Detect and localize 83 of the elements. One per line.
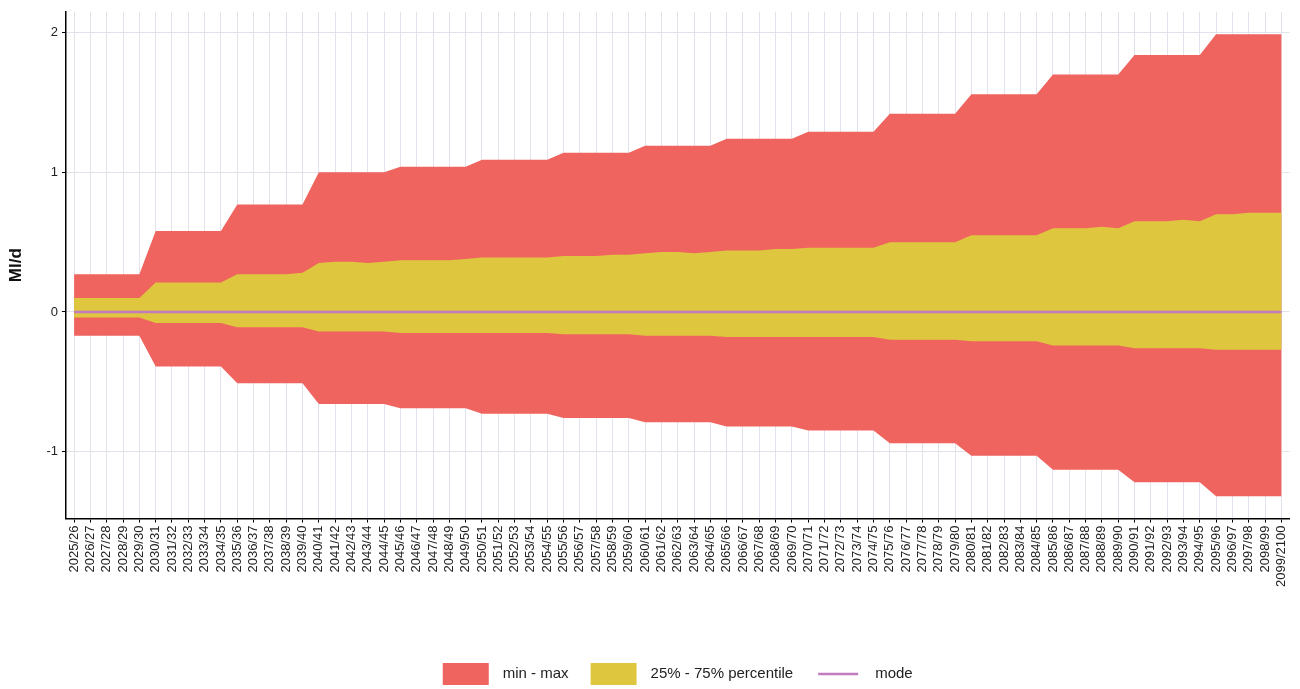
- x-tick-label: 2076/77: [897, 525, 913, 573]
- x-tick-label: 2084/85: [1028, 525, 1044, 573]
- x-tick-label: 2051/52: [489, 525, 505, 573]
- x-tick-label: 2031/32: [163, 525, 179, 573]
- x-tick-label: 2032/33: [179, 525, 195, 573]
- x-tick-label: 2033/34: [196, 525, 212, 573]
- x-tick-label: 2096/97: [1223, 525, 1239, 573]
- y-tick-label: -1: [46, 443, 58, 459]
- x-tick-label: 2072/73: [832, 525, 848, 573]
- x-tick-label: 2030/31: [147, 525, 163, 573]
- x-tick-label: 2053/54: [522, 525, 538, 573]
- x-tick-label: 2038/39: [277, 525, 293, 573]
- x-tick-label: 2064/65: [701, 525, 717, 573]
- x-tick-label: 2079/80: [946, 525, 962, 573]
- x-tick-label: 2034/35: [212, 525, 228, 573]
- x-tick-label: 2077/78: [914, 525, 930, 573]
- x-tick-label: 2045/46: [391, 525, 407, 573]
- x-tick-label: 2063/64: [685, 525, 701, 573]
- y-tick-label: 0: [50, 303, 58, 319]
- legend-label: mode: [875, 664, 913, 682]
- x-tick-label: 2057/58: [587, 525, 603, 573]
- x-tick-label: 2027/28: [98, 525, 114, 573]
- x-tick-label: 2094/95: [1191, 525, 1207, 573]
- x-tick-label: 2090/91: [1126, 525, 1142, 573]
- x-tick-label: 2036/37: [245, 525, 261, 573]
- x-tick-label: 2046/47: [408, 525, 424, 573]
- x-tick-label: 2059/60: [620, 525, 636, 573]
- x-tick-label: 2044/45: [375, 525, 391, 573]
- x-tick-label: 2042/43: [343, 525, 359, 573]
- x-tick-label: 2087/88: [1077, 525, 1093, 573]
- x-tick-label: 2055/56: [555, 525, 571, 573]
- x-tick-label: 2035/36: [228, 525, 244, 573]
- x-tick-label: 2085/86: [1044, 525, 1060, 573]
- x-tick-label: 2089/90: [1109, 525, 1125, 573]
- x-tick-label: 2043/44: [359, 525, 375, 573]
- x-tick-label: 2058/59: [604, 525, 620, 573]
- x-tick-label: 2025/26: [65, 525, 81, 573]
- x-tick-label: 2040/41: [310, 525, 326, 573]
- legend-label: min - max: [502, 664, 570, 682]
- y-axis-title: Ml/d: [5, 248, 25, 283]
- x-tick-label: 2078/79: [930, 525, 946, 573]
- x-tick-label: 2029/30: [130, 525, 146, 573]
- x-tick-label: 2037/38: [261, 525, 277, 573]
- x-tick-label: 2097/98: [1240, 525, 1256, 573]
- x-tick-label: 2067/68: [750, 525, 766, 573]
- y-tick-label: 2: [50, 24, 58, 40]
- x-tick-label: 2028/29: [114, 525, 130, 573]
- x-tick-label: 2066/67: [734, 525, 750, 573]
- y-tick-label: 1: [50, 163, 58, 179]
- x-tick-label: 2052/53: [506, 525, 522, 573]
- x-tick-label: 2086/87: [1060, 525, 1076, 573]
- x-tick-label: 2081/82: [979, 525, 995, 573]
- x-tick-label: 2049/50: [457, 525, 473, 573]
- x-tick-label: 2070/71: [799, 525, 815, 573]
- x-tick-label: 2061/62: [653, 525, 668, 573]
- x-tick-label: 2074/75: [865, 525, 881, 573]
- x-tick-label: 2062/63: [669, 525, 685, 573]
- x-tick-label: 2088/89: [1093, 525, 1109, 573]
- x-tick-label: 2069/70: [783, 525, 799, 573]
- x-tick-label: 2080/81: [962, 525, 978, 573]
- x-tick-label: 2039/40: [294, 525, 310, 573]
- x-tick-label: 2048/49: [440, 525, 456, 573]
- x-tick-label: 2093/94: [1175, 525, 1191, 573]
- x-tick-label: 2073/74: [848, 525, 864, 573]
- x-tick-label: 2026/27: [82, 525, 98, 573]
- x-tick-label: 2098/99: [1256, 525, 1272, 573]
- x-tick-label: 2041/42: [326, 525, 342, 573]
- x-tick-label: 2092/93: [1158, 525, 1174, 573]
- x-tick-label: 2054/55: [538, 525, 554, 573]
- x-tick-label: 2099/2100: [1272, 525, 1288, 587]
- x-tick-label: 2083/84: [1011, 525, 1027, 573]
- x-tick-label: 2056/57: [571, 525, 587, 573]
- x-tick-label: 2091/92: [1142, 525, 1158, 573]
- x-tick-label: 2065/66: [718, 525, 734, 573]
- x-tick-label: 2050/51: [473, 525, 489, 573]
- legend-label: 25% - 75% percentile: [650, 664, 794, 682]
- x-tick-label: 2095/96: [1207, 525, 1223, 573]
- x-tick-label: 2082/83: [995, 525, 1011, 573]
- x-tick-label: 2047/48: [424, 525, 440, 573]
- x-tick-label: 2071/72: [816, 525, 832, 573]
- x-tick-label: 2075/76: [881, 525, 897, 573]
- x-tick-label: 2068/69: [767, 525, 783, 573]
- x-tick-label: 2060/61: [636, 525, 652, 573]
